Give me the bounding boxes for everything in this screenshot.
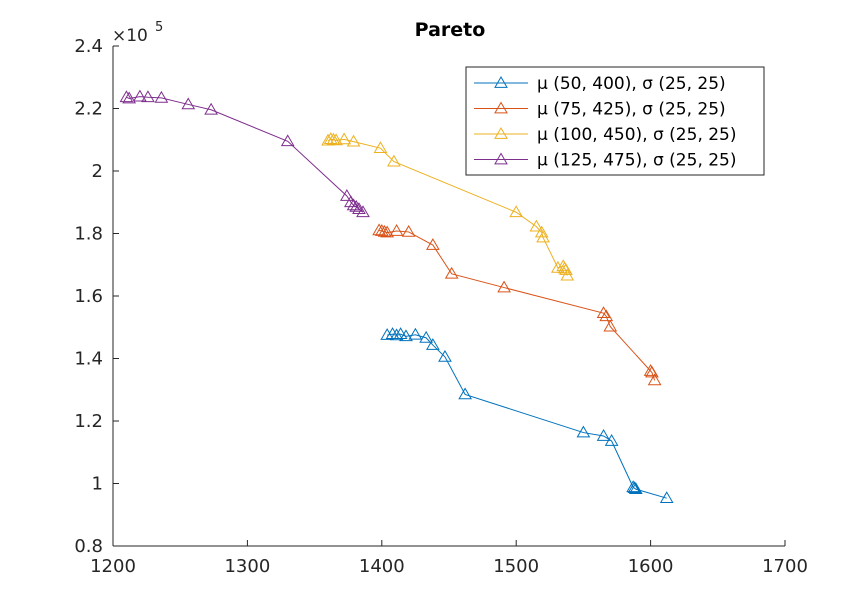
data-point	[344, 195, 358, 208]
data-point	[529, 219, 544, 232]
y-tick-label: 1.8	[74, 224, 103, 245]
legend-box	[465, 66, 765, 176]
data-point	[380, 225, 395, 238]
y-tick-label: 0.8	[74, 536, 103, 557]
y-tick-label: 2	[92, 161, 103, 182]
data-point	[339, 189, 354, 201]
data-point	[534, 225, 549, 238]
data-point	[444, 266, 459, 279]
data-point	[599, 309, 614, 322]
chart-title: Pareto	[415, 19, 486, 41]
series-4	[119, 89, 370, 218]
data-point	[596, 429, 611, 441]
data-point	[154, 90, 169, 103]
legend: μ (50, 400), σ (25, 25) μ (75, 425), σ (2…	[465, 66, 765, 176]
data-point	[337, 132, 352, 145]
data-point	[458, 387, 472, 400]
data-point	[377, 224, 392, 237]
legend-entry-2: μ (75, 425), σ (25, 25)	[474, 100, 726, 120]
x-tick-label: 1400	[359, 556, 405, 577]
x-tick-label: 1200	[90, 556, 136, 577]
data-point	[119, 90, 134, 103]
legend-marker	[494, 76, 508, 88]
data-point	[559, 263, 573, 275]
legend-label: μ (50, 400), σ (25, 25)	[537, 74, 726, 94]
y-tick-label: 1.2	[74, 411, 103, 432]
legend-entry-4: μ (125, 475), σ (25, 25)	[474, 151, 737, 171]
series-layer	[119, 89, 674, 504]
data-point	[627, 481, 642, 494]
legend-label: μ (125, 475), σ (25, 25)	[537, 151, 737, 171]
x-tick-label: 1300	[224, 556, 270, 577]
y-tick-label: 2.4	[74, 36, 103, 57]
legend-marker	[494, 152, 508, 165]
x-tick-label: 1600	[628, 556, 674, 577]
legend-entry-1: μ (50, 400), σ (25, 25)	[474, 74, 726, 94]
data-point	[373, 141, 388, 154]
axes-layer: 1200 1300 1400 1500 1600 1700 0.8 1 1.2 1.4 1.6 1.8…	[74, 36, 808, 577]
data-point	[349, 199, 364, 212]
series-2	[372, 223, 662, 386]
y-tick-label: 1	[92, 474, 103, 495]
x-tick-label: 1700	[762, 556, 808, 577]
series-3	[321, 132, 575, 281]
data-point	[576, 425, 591, 438]
data-point	[356, 205, 370, 218]
data-point	[497, 280, 511, 293]
y-exponent-power: 5	[155, 20, 163, 35]
series-1	[380, 327, 674, 504]
data-point	[329, 133, 343, 146]
data-point	[380, 328, 395, 340]
data-point	[346, 134, 361, 147]
y-tick-label: 1.6	[74, 286, 103, 307]
data-point	[628, 482, 643, 494]
data-point	[408, 327, 423, 340]
data-point	[647, 373, 662, 386]
y-tick-label: 2.2	[74, 99, 103, 120]
data-point	[141, 90, 155, 103]
data-point	[645, 365, 659, 378]
data-point	[133, 89, 147, 102]
data-point	[399, 329, 413, 342]
data-point	[122, 91, 136, 104]
data-point	[385, 327, 400, 339]
data-point	[426, 238, 440, 250]
data-point	[509, 205, 524, 218]
data-point	[346, 198, 361, 211]
data-point	[204, 102, 218, 115]
data-point	[560, 268, 575, 281]
data-point	[280, 134, 295, 147]
data-point	[604, 434, 619, 446]
data-point	[659, 491, 674, 504]
data-point	[603, 319, 618, 332]
data-point	[626, 480, 640, 493]
data-point	[387, 154, 401, 167]
y-exponent-base: ×10	[112, 26, 148, 46]
legend-marker	[494, 127, 508, 139]
data-point	[181, 97, 196, 110]
data-point	[401, 224, 416, 237]
data-point	[596, 306, 611, 319]
data-point	[419, 330, 434, 343]
x-tick-label: 1500	[493, 556, 539, 577]
data-point	[393, 327, 408, 339]
data-point	[326, 132, 341, 145]
data-point	[389, 224, 404, 236]
data-point	[321, 133, 335, 146]
legend-label: μ (100, 450), σ (25, 25)	[537, 125, 737, 145]
legend-label: μ (75, 425), σ (25, 25)	[537, 100, 726, 120]
data-point	[550, 260, 565, 273]
legend-marker	[494, 101, 508, 114]
data-point	[426, 338, 440, 350]
data-point	[536, 230, 550, 243]
y-exponent: ×10 5	[112, 20, 163, 46]
data-point	[389, 328, 404, 341]
legend-entry-3: μ (100, 450), σ (25, 25)	[474, 125, 737, 145]
data-point	[438, 349, 452, 362]
y-tick-label: 1.4	[74, 349, 103, 370]
